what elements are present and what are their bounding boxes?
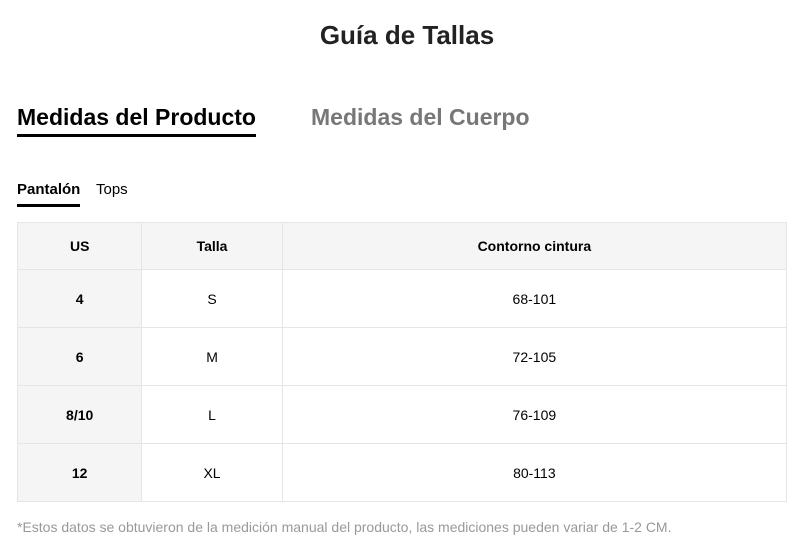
table-cell: 8/10 — [16, 385, 143, 444]
tab-body-measurements[interactable]: Medidas del Cuerpo — [311, 104, 530, 130]
table-cell: 76-109 — [281, 385, 788, 444]
table-cell: 68-101 — [281, 269, 788, 328]
table-cell: 72-105 — [281, 327, 788, 386]
table-cell: 12 — [16, 443, 143, 502]
tab-product-measurements[interactable]: Medidas del Producto — [17, 104, 256, 137]
subtab-pants[interactable]: Pantalón — [17, 181, 81, 207]
column-header: US — [16, 222, 143, 270]
size-table: US Talla Contorno cintura 4 S 68-101 6 M 72-1… — [16, 222, 788, 502]
table-row: 8/10 L 76-109 — [16, 385, 788, 444]
measurement-note: *Estos datos se obtuvieron de la medició… — [17, 519, 672, 535]
table-cell: L — [141, 385, 283, 444]
table-cell: 4 — [16, 269, 143, 328]
table-row: 6 M 72-105 — [16, 327, 788, 386]
table-cell: XL — [141, 443, 283, 502]
table-row: 4 S 68-101 — [16, 269, 788, 328]
table-cell: M — [141, 327, 283, 386]
column-header: Contorno cintura — [281, 222, 788, 270]
table-row: 12 XL 80-113 — [16, 443, 788, 502]
table-cell: 6 — [16, 327, 143, 386]
column-header: Talla — [141, 222, 283, 270]
subtab-tops[interactable]: Tops — [96, 181, 128, 198]
page-title: Guía de Tallas — [319, 20, 495, 50]
table-cell: S — [141, 269, 283, 328]
table-cell: 80-113 — [281, 443, 788, 502]
